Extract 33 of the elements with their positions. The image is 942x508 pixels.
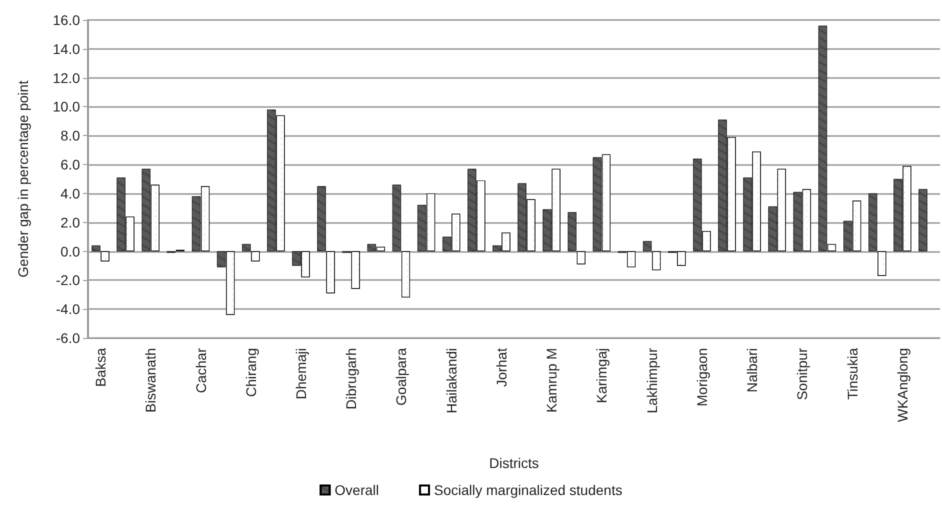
x-tick-label: Dibrugarh <box>343 348 360 410</box>
y-axis-title: Gender gap in percentage point <box>15 80 31 278</box>
x-tick-label: Baksa <box>92 348 109 387</box>
y-tick-label: -6.0 <box>56 330 80 346</box>
y-tick-label: 2.0 <box>60 214 80 230</box>
x-tick-label: Karimgaj <box>594 348 610 404</box>
x-tick-label: Kamrup M <box>544 348 560 413</box>
y-tick-label: 0.0 <box>60 243 80 260</box>
x-tick-label: Morigaon <box>694 348 710 406</box>
y-tick-label: 8.0 <box>60 128 80 144</box>
x-tick-label: Goalpara <box>393 348 410 406</box>
y-tick-label: 16.0 <box>52 12 80 28</box>
x-tick-label: Cachar <box>192 348 209 394</box>
x-tick-label: Hailakandi <box>443 348 460 414</box>
y-tick-label: 14.0 <box>52 40 80 57</box>
legend-label: Socially marginalized students <box>434 482 622 498</box>
y-tick-label: 4.0 <box>60 185 80 202</box>
y-tick-label: 6.0 <box>60 156 80 173</box>
y-tick-label: 10.0 <box>52 98 80 115</box>
legend-label: Overall <box>334 482 380 498</box>
x-tick-label: Chirang <box>242 348 259 398</box>
x-tick-label: Dhemaji <box>293 348 309 400</box>
x-tick-label: WKAnglong <box>894 348 910 422</box>
y-tick-label: -4.0 <box>56 301 80 318</box>
x-tick-label: Nalbari <box>744 348 760 392</box>
x-tick-label: Jorhat <box>493 348 510 387</box>
y-tick-label: 12.0 <box>52 70 80 86</box>
x-tick-label: Lakhimpur <box>644 348 660 414</box>
x-tick-label: Tinsukia <box>844 348 860 400</box>
x-tick-label: Biswanath <box>142 348 159 413</box>
x-axis-title: Districts <box>489 455 539 471</box>
x-tick-label: Sonitpur <box>794 348 810 400</box>
y-tick-label: -2.0 <box>56 272 80 288</box>
